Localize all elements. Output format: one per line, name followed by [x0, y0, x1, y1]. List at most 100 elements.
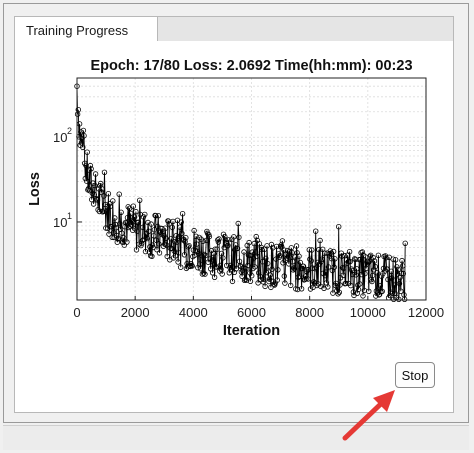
loss-point: [369, 278, 375, 285]
loss-point: [100, 208, 106, 214]
loss-point: [129, 218, 135, 224]
loss-point: [383, 254, 389, 261]
loss-point: [313, 228, 319, 234]
loss-point: [255, 270, 262, 276]
loss-point: [127, 210, 134, 217]
y-tick-exponent: 2: [67, 126, 72, 136]
loss-point: [203, 237, 209, 244]
tab-strip: Training Progress: [14, 16, 454, 43]
loss-point: [259, 246, 265, 253]
loss-point: [399, 257, 405, 264]
loss-point: [107, 203, 113, 210]
loss-point: [200, 270, 207, 276]
loss-point: [245, 262, 251, 269]
loss-point: [281, 247, 287, 253]
loss-point: [131, 214, 138, 220]
annotation-arrow-icon: [342, 390, 395, 441]
loss-point: [84, 149, 90, 155]
loss-point: [335, 291, 341, 297]
loss-point: [134, 228, 140, 234]
loss-point: [268, 284, 274, 291]
loss-point: [267, 272, 273, 278]
stop-button[interactable]: Stop: [395, 362, 435, 388]
loss-point: [125, 204, 131, 210]
loss-point: [371, 267, 377, 273]
loss-point: [163, 235, 169, 241]
loss-point: [225, 242, 231, 249]
loss-point: [163, 242, 170, 248]
loss-point: [179, 210, 186, 217]
loss-point: [162, 225, 168, 231]
loss-point: [291, 265, 297, 271]
loss-point: [112, 215, 118, 221]
loss-point: [275, 267, 281, 273]
loss-point: [347, 258, 353, 265]
loss-point: [400, 263, 406, 269]
loss-point: [149, 253, 155, 259]
loss-point: [94, 196, 100, 203]
loss-point: [249, 249, 255, 255]
loss-point: [123, 220, 129, 226]
loss-point: [248, 272, 255, 279]
loss-point: [189, 263, 195, 269]
loss-point: [402, 240, 408, 246]
loss-point: [400, 270, 406, 277]
loss-point: [291, 266, 298, 272]
loss-point: [135, 220, 141, 226]
loss-point: [81, 132, 87, 139]
loss-point: [269, 266, 275, 272]
loss-point: [392, 257, 399, 263]
loss-point: [241, 249, 247, 255]
loss-point: [243, 277, 250, 283]
loss-point: [281, 273, 287, 279]
loss-point: [115, 236, 121, 242]
loss-point: [209, 270, 216, 276]
loss-point: [246, 239, 252, 246]
loss-point: [293, 243, 300, 249]
loss-point: [216, 236, 222, 242]
loss-point: [178, 219, 184, 225]
loss-point: [215, 237, 221, 243]
loss-point: [175, 259, 181, 265]
loss-point: [231, 234, 237, 240]
loss-point: [168, 236, 174, 242]
loss-point: [119, 230, 125, 236]
loss-point: [252, 264, 258, 270]
loss-point: [268, 241, 275, 248]
tab-training-progress[interactable]: Training Progress: [14, 16, 158, 43]
loss-point: [282, 280, 288, 286]
loss-point: [378, 273, 385, 279]
loss-point: [279, 238, 286, 244]
loss-point: [388, 268, 394, 274]
loss-point: [262, 283, 268, 290]
loss-point: [173, 232, 179, 239]
loss-point: [360, 293, 366, 299]
loss-point: [101, 169, 108, 175]
loss-point: [225, 237, 232, 243]
loss-point: [193, 241, 200, 247]
loss-point: [92, 182, 98, 189]
loss-point: [212, 246, 218, 252]
loss-point: [396, 280, 403, 287]
loss-point: [106, 200, 113, 207]
y-tick-exponent: 1: [67, 211, 72, 221]
loss-point: [336, 223, 342, 230]
loss-point: [261, 246, 268, 252]
loss-point: [233, 266, 239, 272]
loss-point: [105, 190, 112, 197]
loss-point: [151, 233, 157, 239]
loss-point: [153, 237, 159, 243]
loss-point: [117, 226, 124, 232]
x-axis-label: Iteration: [223, 323, 280, 339]
loss-point: [350, 289, 357, 295]
loss-point: [394, 264, 400, 270]
loss-point: [222, 233, 228, 240]
loss-point: [142, 248, 149, 255]
loss-point: [330, 290, 336, 296]
loss-point: [300, 263, 307, 269]
loss-point: [395, 266, 401, 273]
loss-point: [113, 224, 119, 231]
tab-strip-background: [156, 16, 454, 41]
loss-point: [323, 269, 329, 275]
